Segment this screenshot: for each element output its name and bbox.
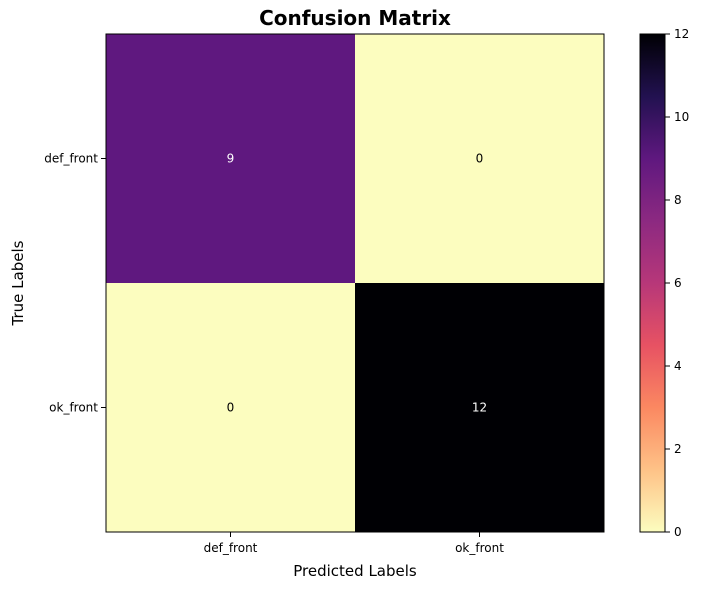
cell-value-label: 0 bbox=[476, 152, 484, 166]
x-axis-ticks: def_front ok_front bbox=[204, 532, 504, 555]
x-tick-label: def_front bbox=[204, 541, 258, 555]
heatmap-cell bbox=[106, 34, 355, 283]
y-tick-label: ok_front bbox=[49, 401, 98, 415]
colorbar-tick-label: 2 bbox=[674, 442, 682, 456]
colorbar-tick-label: 10 bbox=[674, 110, 689, 124]
chart-title: Confusion Matrix bbox=[259, 6, 451, 30]
y-axis-ticks: def_front ok_front bbox=[44, 152, 106, 415]
colorbar-ticks: 0 2 4 6 8 10 12 bbox=[665, 27, 689, 539]
cell-value-label: 0 bbox=[227, 401, 235, 415]
y-axis-label: True Labels bbox=[9, 240, 27, 326]
cell-value-label: 12 bbox=[472, 401, 487, 415]
y-tick-label: def_front bbox=[44, 152, 98, 166]
heatmap-cell bbox=[355, 283, 604, 532]
heatmap-cell bbox=[106, 283, 355, 532]
colorbar-tick-label: 0 bbox=[674, 525, 682, 539]
x-tick-label: ok_front bbox=[455, 541, 504, 555]
colorbar-tick-label: 6 bbox=[674, 276, 682, 290]
plot-frame bbox=[105, 33, 605, 533]
colorbar-tick-label: 4 bbox=[674, 359, 682, 373]
x-axis-label: Predicted Labels bbox=[293, 562, 417, 580]
colorbar-tick-label: 12 bbox=[674, 27, 689, 41]
heatmap-cell bbox=[355, 34, 604, 283]
cell-value-label: 9 bbox=[227, 152, 235, 166]
heatmap-cells: 9 0 0 12 bbox=[106, 34, 604, 532]
colorbar bbox=[639, 33, 666, 533]
colorbar-tick-label: 8 bbox=[674, 193, 682, 207]
